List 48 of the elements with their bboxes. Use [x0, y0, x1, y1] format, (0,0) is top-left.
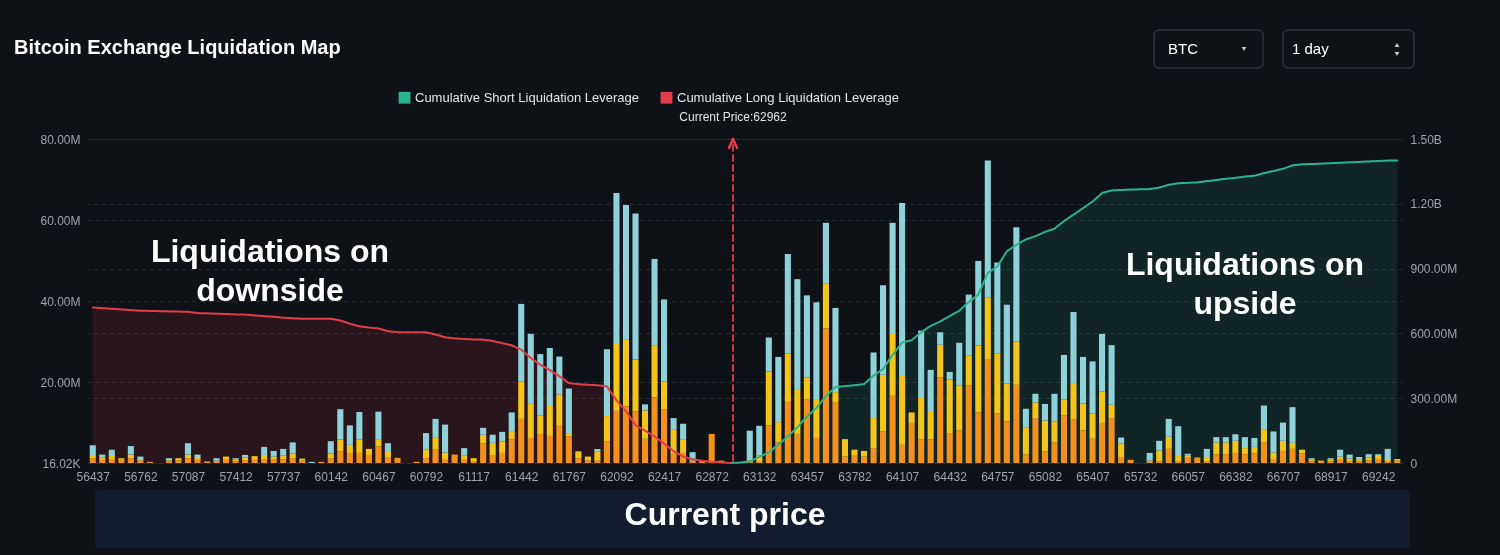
text: BTC [1168, 40, 1199, 57]
x-tick-label: 61117 [458, 469, 491, 484]
x-tick-label: 68917 [1314, 469, 1349, 484]
text: 1 day [1292, 40, 1330, 57]
x-tick-label: 57087 [171, 469, 206, 484]
x-tick-label: 66382 [1219, 469, 1253, 484]
x-tick-label: 60142 [314, 469, 349, 484]
x-tick-label: 60792 [409, 469, 444, 484]
annotation: Liquidations on upside [1125, 246, 1365, 322]
x-tick-label: 62092 [600, 469, 634, 484]
x-tick-label: 63132 [743, 469, 777, 484]
x-tick-label: 65082 [1028, 469, 1063, 484]
text: Current Price:62962 [679, 110, 788, 124]
x-tick-label: 57737 [267, 469, 301, 484]
y-tick-label: 40.00M [40, 294, 81, 309]
y2-tick-label: 0 [1410, 456, 1418, 471]
x-tick-label: 65407 [1076, 469, 1111, 484]
y2-tick-label: 300.00M [1410, 391, 1458, 406]
x-tick-label: 66057 [1171, 469, 1206, 484]
y2-tick-label: 1.50B [1410, 132, 1442, 147]
y2-tick-label: 1.20B [1410, 197, 1442, 212]
x-tick-label: 56762 [124, 469, 158, 484]
y-tick-label: 16.02K [42, 456, 81, 471]
x-tick-label: 57412 [219, 469, 254, 484]
x-tick-label: 63782 [838, 469, 873, 484]
x-tick-label: 65732 [1123, 469, 1158, 484]
x-tick-label: 63457 [790, 469, 825, 484]
y-tick-label: 80.00M [40, 132, 81, 147]
x-tick-label: 69242 [1362, 469, 1396, 484]
x-tick-label: 56437 [76, 469, 111, 484]
x-tick-label: 66707 [1266, 469, 1301, 484]
legend-label: Cumulative Short Liquidation Leverage [415, 89, 640, 105]
x-tick-label: 64757 [981, 469, 1015, 484]
annotation: Liquidations on downside [150, 233, 390, 309]
y-tick-label: 60.00M [40, 213, 81, 228]
x-tick-label: 61767 [552, 469, 587, 484]
legend-label: Cumulative Long Liquidation Leverage [677, 89, 899, 105]
x-tick-label: 60467 [362, 469, 396, 484]
x-tick-label: 64107 [885, 469, 920, 484]
chart-title: Bitcoin Exchange Liquidation Map [14, 36, 341, 58]
y2-tick-label: 900.00M [1410, 262, 1458, 277]
x-tick-label: 64432 [933, 469, 968, 484]
text: Current price [624, 496, 826, 532]
x-tick-label: 62417 [647, 469, 682, 484]
y-tick-label: 20.00M [40, 375, 81, 390]
x-tick-label: 61442 [505, 469, 539, 484]
y2-tick-label: 600.00M [1410, 326, 1458, 341]
x-tick-label: 62872 [695, 469, 730, 484]
